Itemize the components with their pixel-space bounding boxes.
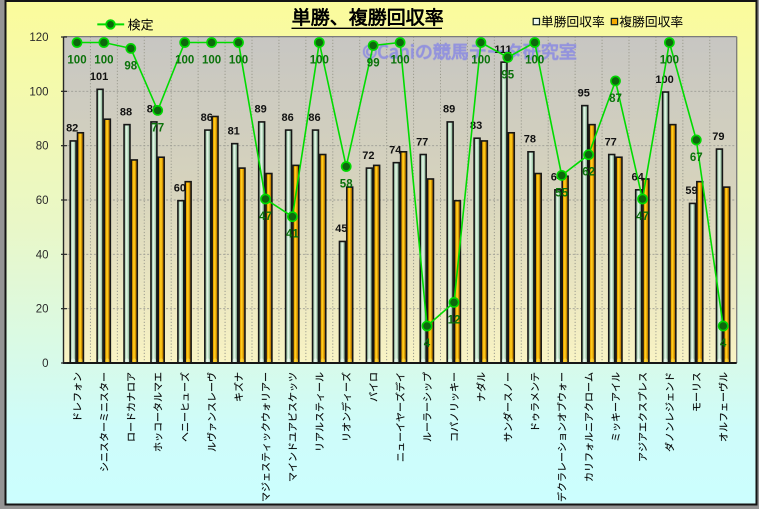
svg-text:47: 47 (259, 211, 272, 223)
svg-text:95: 95 (501, 69, 514, 81)
svg-text:100: 100 (310, 55, 329, 67)
svg-text:86: 86 (201, 112, 213, 124)
svg-text:55: 55 (555, 187, 568, 199)
svg-text:41: 41 (286, 229, 299, 241)
svg-text:77: 77 (151, 122, 164, 134)
svg-text:47: 47 (636, 211, 649, 223)
svg-text:80: 80 (36, 141, 49, 153)
svg-text:89: 89 (254, 104, 266, 116)
svg-text:77: 77 (605, 136, 617, 148)
svg-text:20: 20 (36, 304, 49, 316)
svg-text:87: 87 (609, 93, 622, 105)
svg-text:12: 12 (448, 314, 461, 326)
svg-text:82: 82 (66, 123, 78, 135)
svg-text:88: 88 (120, 106, 132, 118)
svg-text:86: 86 (308, 112, 320, 124)
svg-text:40: 40 (36, 249, 49, 261)
svg-text:99: 99 (367, 58, 380, 70)
svg-text:86: 86 (281, 112, 293, 124)
svg-text:95: 95 (578, 87, 590, 99)
svg-text:60: 60 (174, 183, 186, 195)
svg-text:62: 62 (582, 167, 595, 179)
svg-text:100: 100 (660, 55, 679, 67)
svg-text:89: 89 (443, 104, 455, 116)
svg-text:100: 100 (655, 74, 673, 86)
svg-text:45: 45 (335, 223, 347, 235)
svg-text:100: 100 (202, 55, 221, 67)
svg-text:100: 100 (29, 86, 48, 98)
svg-text:98: 98 (124, 60, 137, 72)
svg-text:59: 59 (685, 185, 697, 197)
svg-text:100: 100 (229, 55, 248, 67)
svg-text:81: 81 (228, 125, 240, 137)
svg-text:74: 74 (389, 145, 402, 157)
svg-text:100: 100 (471, 55, 490, 67)
svg-text:100: 100 (67, 55, 86, 67)
svg-text:67: 67 (690, 152, 703, 164)
svg-text:58: 58 (340, 179, 353, 191)
svg-text:4: 4 (424, 338, 431, 350)
svg-text:77: 77 (416, 136, 428, 148)
svg-text:100: 100 (94, 55, 113, 67)
svg-text:79: 79 (712, 131, 724, 143)
svg-text:101: 101 (90, 71, 108, 83)
svg-text:4: 4 (720, 338, 727, 350)
svg-text:100: 100 (175, 55, 194, 67)
svg-text:78: 78 (524, 134, 536, 146)
svg-text:60: 60 (36, 195, 49, 207)
svg-text:72: 72 (362, 150, 374, 162)
svg-text:0: 0 (42, 358, 48, 370)
svg-text:120: 120 (29, 32, 48, 44)
svg-text:100: 100 (391, 55, 410, 67)
svg-text:100: 100 (525, 55, 544, 67)
